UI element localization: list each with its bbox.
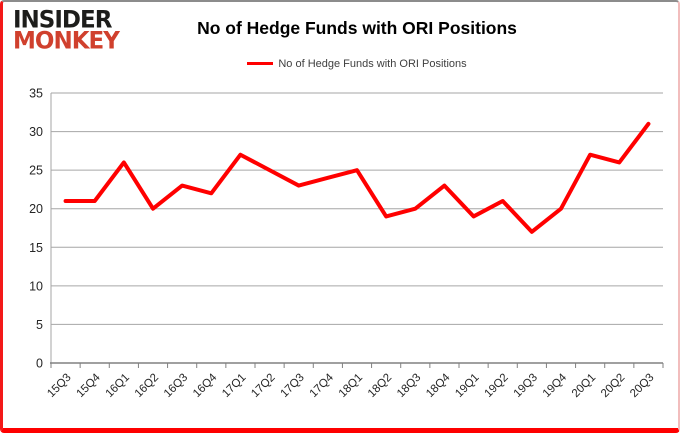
series-line xyxy=(63,121,651,234)
x-tick-label: 20Q3 xyxy=(628,372,656,400)
insider-monkey-logo: INSIDER MONKEY xyxy=(13,6,120,55)
legend-line-swatch xyxy=(247,61,274,65)
x-tick-label: 18Q1 xyxy=(337,372,365,400)
x-tick-label: 15Q4 xyxy=(74,371,103,400)
y-tick-label: 10 xyxy=(29,279,43,293)
x-tick-label: 17Q4 xyxy=(308,371,337,400)
x-tick-label: 19Q4 xyxy=(541,371,570,400)
x-tick-label: 20Q1 xyxy=(570,372,598,400)
x-tick-label: 15Q3 xyxy=(45,372,73,400)
y-tick-label: 30 xyxy=(29,125,43,139)
y-tick-label: 35 xyxy=(29,87,43,101)
x-tick-label: 19Q1 xyxy=(453,372,481,400)
logo-text-insider: INSIDER xyxy=(13,6,112,34)
x-tick-label: 17Q3 xyxy=(278,372,306,400)
legend-label: No of Hedge Funds with ORI Positions xyxy=(278,58,467,71)
x-tick-label: 18Q3 xyxy=(395,372,423,400)
legend: No of Hedge Funds with ORI Positions xyxy=(51,58,663,70)
x-tick-label: 19Q3 xyxy=(512,372,540,400)
x-tick-label: 18Q4 xyxy=(424,371,453,400)
x-tick-label: 16Q3 xyxy=(162,372,190,400)
x-tick-label: 16Q1 xyxy=(104,372,132,400)
x-tick-label: 16Q4 xyxy=(191,371,220,400)
y-tick-label: 5 xyxy=(36,318,43,332)
y-tick-label: 20 xyxy=(29,202,43,216)
x-tick-label: 17Q1 xyxy=(220,372,248,400)
x-tick-label: 17Q2 xyxy=(249,372,277,400)
y-tick-label: 15 xyxy=(29,241,43,255)
y-tick-label: 25 xyxy=(29,164,43,178)
x-tick-label: 20Q2 xyxy=(599,372,627,400)
x-tick-label: 19Q2 xyxy=(482,372,510,400)
y-tick-label: 0 xyxy=(36,357,43,371)
x-tick-label: 16Q2 xyxy=(133,372,161,400)
x-tick-label: 18Q2 xyxy=(366,372,394,400)
logo-text-monkey: MONKEY xyxy=(13,27,120,55)
chart-title: No of Hedge Funds with ORI Positions xyxy=(197,18,517,38)
